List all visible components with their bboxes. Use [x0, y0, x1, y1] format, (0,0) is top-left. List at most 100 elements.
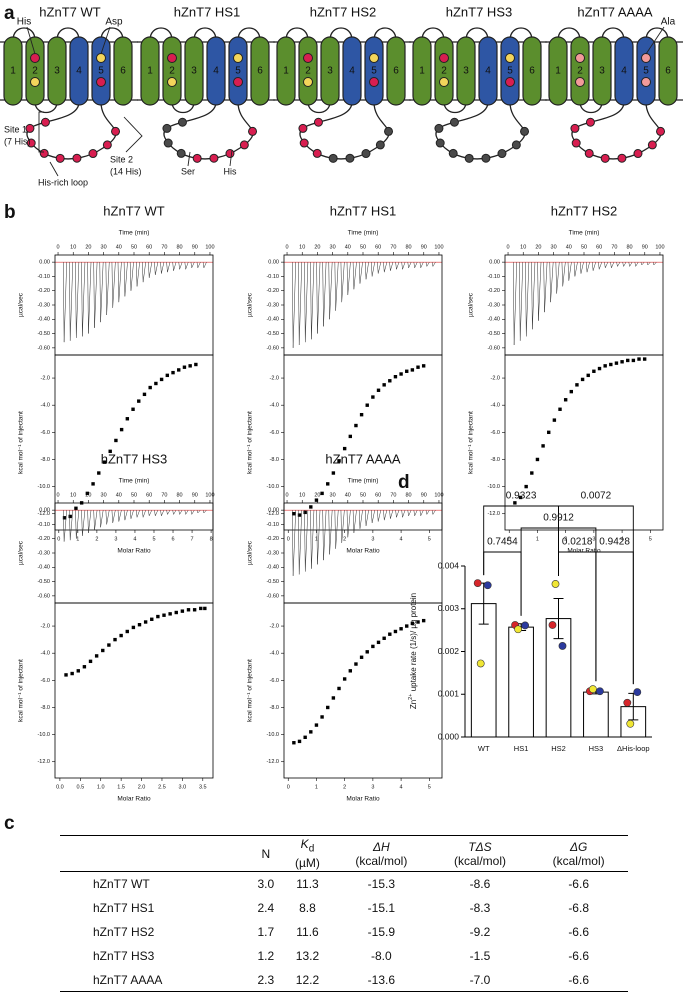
injection-peak	[640, 261, 645, 266]
tick-label: 20	[535, 244, 541, 250]
helix	[276, 36, 296, 106]
binding-point	[354, 423, 358, 428]
injection-peak	[69, 510, 74, 541]
tick-label: 90	[192, 492, 198, 498]
table-cell: -8.0	[371, 948, 392, 963]
binding-point	[64, 673, 68, 677]
injection-peak	[75, 510, 80, 539]
loop-residue	[177, 117, 187, 127]
tick-label: 100	[205, 244, 214, 250]
injection-peak	[93, 510, 98, 531]
tick-label: 3.0	[179, 784, 187, 790]
header-cell: ΔG (kcal/mol)	[529, 836, 628, 872]
tick-label: 70	[390, 244, 396, 250]
residue	[439, 77, 449, 87]
tick-label: 70	[390, 492, 396, 498]
table-cell: 13.2	[295, 948, 320, 963]
injection-peak	[184, 510, 189, 516]
binding-point	[292, 512, 296, 516]
binding-point	[631, 358, 636, 363]
binding-point	[547, 430, 551, 435]
injection-peak	[431, 262, 436, 268]
injection-peak	[425, 262, 430, 268]
axis-label: kcal mol⁻¹ of injectant	[18, 411, 25, 474]
tick-label: 30	[101, 492, 107, 498]
header-cell: Kd (µM)	[283, 836, 332, 872]
x-tick-label: ΔHis-loop	[617, 744, 650, 753]
column-unit: (µM)	[295, 856, 320, 871]
tick-label: -8.0	[270, 705, 279, 711]
tick-label: 0	[508, 536, 511, 542]
tick-label: 40	[116, 492, 122, 498]
loop-residue	[617, 153, 627, 163]
injection-peak	[123, 510, 128, 521]
table-cell: 3.0	[257, 877, 275, 892]
tick-label: -10.0	[266, 732, 279, 738]
binding-point	[174, 610, 178, 615]
binding-point	[107, 643, 111, 647]
residue	[505, 77, 515, 87]
tick-label: 80	[406, 244, 412, 250]
binding-point	[297, 739, 302, 744]
tick-label: 10	[70, 492, 76, 498]
header-cell: TΔS (kcal/mol)	[431, 836, 530, 872]
tick-label: -0.50	[37, 331, 50, 337]
tick-label: 8	[210, 536, 213, 542]
tick-label: -6.0	[491, 430, 500, 436]
table-row: hZnT7 AAAA 2.3 12.2 -13.6 -7.0 -6.6	[60, 968, 628, 992]
tick-label: 5	[152, 536, 155, 542]
injection-peak	[567, 262, 572, 281]
injection-peak	[377, 510, 382, 522]
tick-label: 4	[400, 784, 403, 790]
helix-label: 4	[213, 66, 219, 77]
binding-point	[642, 357, 647, 361]
binding-point	[85, 491, 90, 496]
injection-peak	[298, 262, 303, 346]
residue	[505, 53, 515, 63]
tick-label: -12.0	[37, 511, 50, 517]
injection-peak	[395, 262, 400, 270]
tick-label: 100	[434, 492, 443, 498]
header-cell: ΔH (kcal/mol)	[332, 836, 431, 872]
binding-point	[162, 613, 166, 617]
table-head: N Kd (µM) ΔH (kcal/mol) TΔS (kcal/mol) ΔG (kcal/…	[60, 835, 628, 872]
binding-point	[371, 395, 375, 399]
loop-residue	[647, 140, 657, 150]
tick-label: 60	[596, 244, 602, 250]
axis-label: Time (min)	[348, 230, 379, 237]
tick-label: 20	[85, 244, 91, 250]
injection-peak	[604, 262, 609, 269]
binding-point	[416, 620, 420, 624]
injection-peak	[322, 510, 327, 561]
tick-label: 90	[642, 244, 648, 250]
helix-label: 3	[191, 66, 197, 77]
binding-point	[309, 505, 313, 509]
binding-point	[326, 705, 330, 710]
tick-label: -4.0	[41, 651, 50, 657]
table-cell: 11.6	[296, 924, 319, 939]
binding-point	[563, 398, 568, 402]
injection-peak	[310, 262, 315, 340]
binding-point	[513, 501, 517, 505]
plot-frame	[54, 354, 214, 531]
tick-label: -12.0	[37, 759, 50, 765]
tick-label: -0.30	[37, 302, 50, 308]
tick-label: -0.30	[266, 302, 279, 308]
helix	[206, 36, 226, 106]
injection-peak	[93, 262, 98, 328]
tick-label: 0.001	[438, 689, 460, 699]
binding-point	[154, 381, 158, 386]
binding-point	[382, 383, 386, 387]
p-value: 0.9428	[599, 537, 630, 548]
binding-point	[159, 377, 164, 382]
panel-label: a	[4, 3, 15, 24]
tick-label: -0.20	[37, 288, 50, 294]
column-unit: (kcal/mol)	[552, 853, 605, 868]
binding-point	[620, 360, 624, 364]
residue	[96, 77, 106, 87]
binding-point	[331, 696, 336, 700]
tick-label: 100	[655, 244, 664, 250]
helix	[113, 36, 133, 106]
tick-label: 5	[428, 536, 431, 542]
